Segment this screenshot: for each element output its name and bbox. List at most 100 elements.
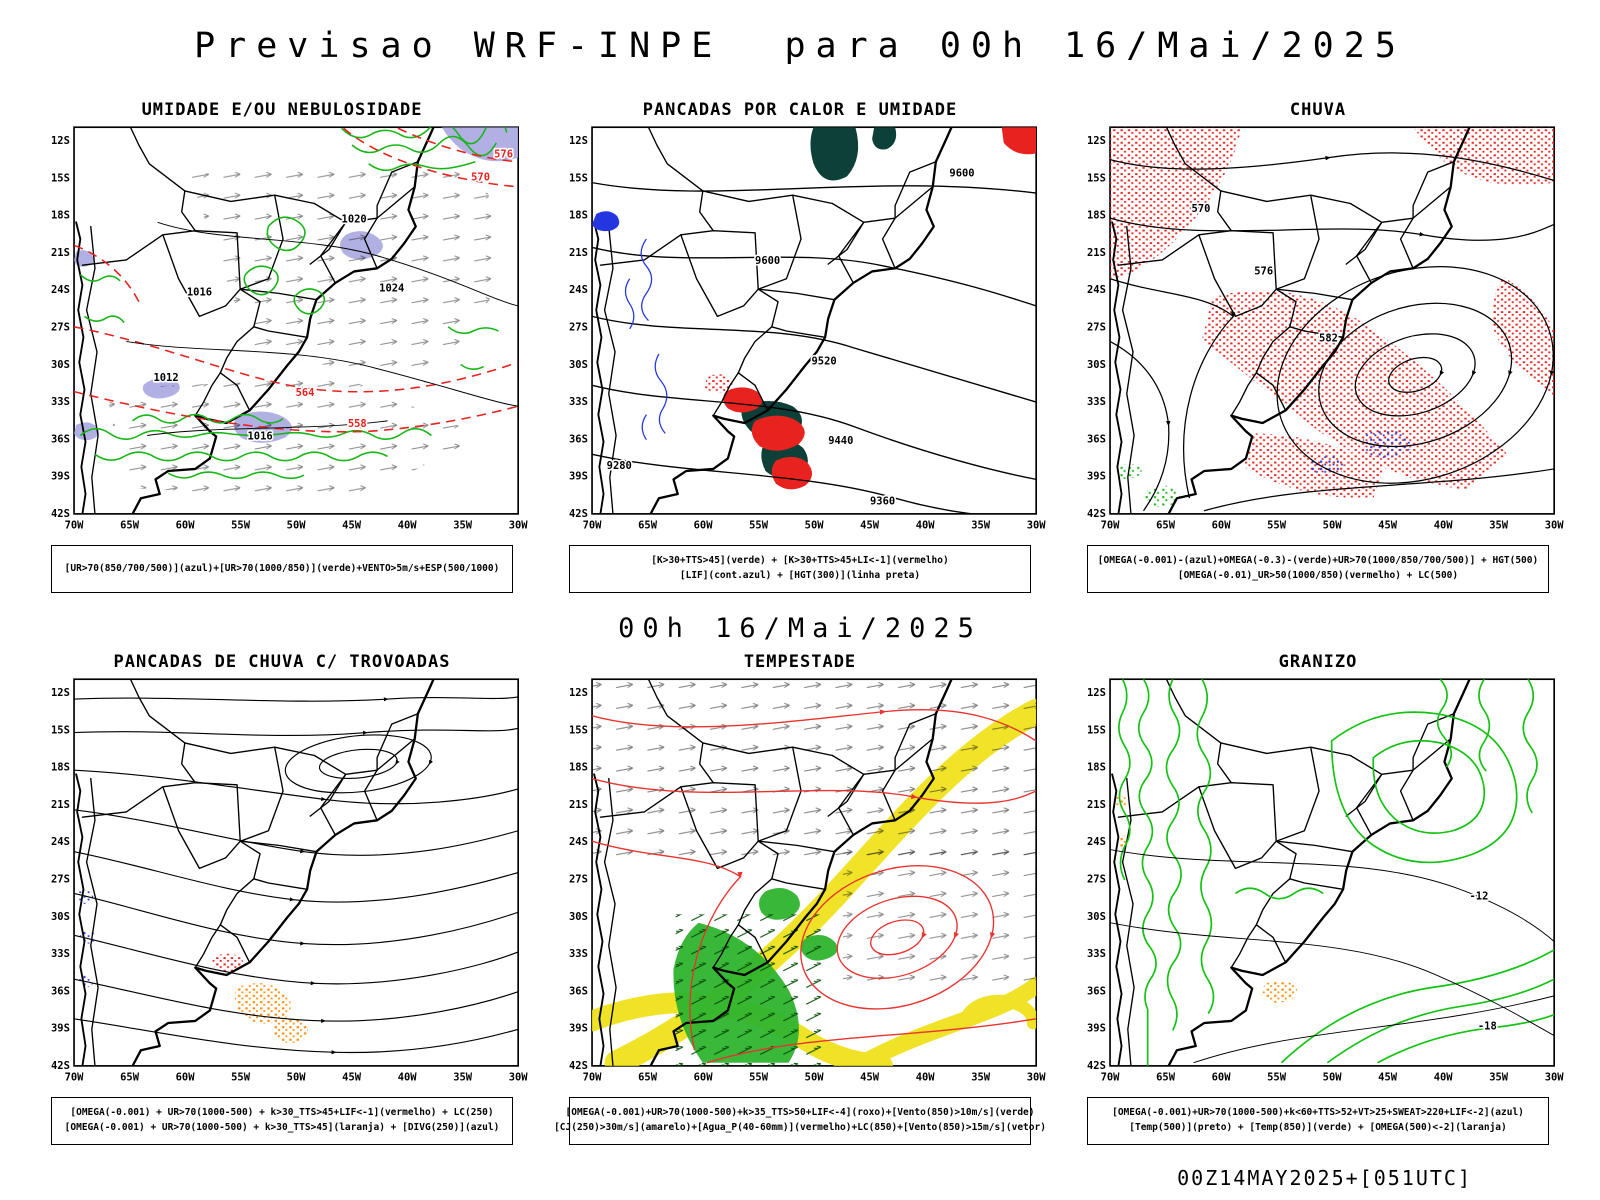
weather-map-pancadas-calor: 9600 9600 9520 9440 9360 9280 12S 15S 18S 2… [569,126,1047,532]
svg-text:70W: 70W [1101,520,1121,532]
svg-text:576: 576 [494,149,513,161]
svg-text:576: 576 [1254,266,1273,278]
svg-text:30S: 30S [569,359,588,371]
weather-map-trovoadas: 12S 15S 18S 21S 24S 27S 30S 33S 36S 39S 42S 70W 65W… [51,678,529,1084]
svg-text:35W: 35W [453,520,473,532]
hgt500-streamlines [1110,152,1555,512]
severe-areas-red [723,127,1037,490]
svg-text:60W: 60W [1212,520,1232,532]
lon-axis: 70W 65W 60W 55W 50W 45W 40W 35W 30W [583,520,1047,532]
svg-text:24S: 24S [1087,284,1106,296]
svg-text:12S: 12S [569,687,588,699]
svg-text:65W: 65W [120,1072,140,1084]
svg-text:18S: 18S [51,210,70,222]
svg-text:42S: 42S [569,1060,588,1072]
caption-line: [CJ(250)>30m/s](amarelo)+[Agua_P(40-60mm… [554,1122,1046,1133]
contour-labels: 570 576 582 [1190,201,1339,346]
lat-axis: 12S 15S 18S 21S 24S 27S 30S 33S 36S 39S 42S [569,687,588,1072]
panel-umidade: UMIDADE E/OU NEBULOSIDADE [26,100,538,593]
svg-text:21S: 21S [51,247,70,259]
weather-map-tempestade: 12S 15S 18S 21S 24S 27S 30S 33S 36S 39S 42S 70W 65W… [569,678,1046,1084]
svg-text:42S: 42S [51,1060,70,1072]
thickness-contours-red-dashed [74,127,519,433]
svg-text:30S: 30S [51,359,70,371]
svg-text:1020: 1020 [342,213,367,225]
panel-granizo: GRANIZO [1062,652,1574,1145]
svg-text:40W: 40W [398,1072,418,1084]
lon-axis: 70W 65W 60W 55W 50W 45W 40W 35W 30W [1101,520,1565,532]
svg-text:12S: 12S [51,687,70,699]
svg-text:9280: 9280 [607,460,632,472]
svg-text:1012: 1012 [153,372,178,384]
humidity-contours-green [79,127,508,480]
svg-text:45W: 45W [1378,520,1398,532]
svg-text:27S: 27S [569,321,588,333]
svg-text:15S: 15S [569,724,588,736]
svg-text:39S: 39S [1087,1023,1106,1035]
svg-text:27S: 27S [1087,321,1106,333]
hgt300-contours-black [592,181,1037,514]
lat-axis: 12S 15S 18S 21S 24S 27S 30S 33S 36S 39S 42S [1087,135,1106,520]
caption-line: [OMEGA(-0.001)+UR>70(1000-500)+k>35_TTS>… [565,1107,1035,1119]
caption-line: [OMEGA(-0.001)-(azul)+OMEGA(-0.3)-(verde… [1097,555,1539,567]
svg-text:60W: 60W [1212,1072,1232,1084]
panel-title: PANCADAS DE CHUVA C/ TROVOADAS [113,652,451,672]
svg-text:24S: 24S [1087,836,1106,848]
svg-text:12S: 12S [1087,135,1106,147]
panel-title: CHUVA [1289,100,1347,120]
caption-box-trovoadas: [OMEGA(-0.001) + UR>70(1000-500) + k>30_… [51,1097,513,1145]
svg-text:21S: 21S [1087,247,1106,259]
svg-text:582: 582 [1319,332,1338,344]
svg-text:21S: 21S [569,247,588,259]
svg-text:12S: 12S [1087,687,1106,699]
pressure-contours-black [126,221,519,436]
svg-text:18S: 18S [1087,210,1106,222]
svg-text:35W: 35W [971,1072,991,1084]
svg-text:27S: 27S [1087,873,1106,885]
svg-text:35W: 35W [1489,520,1509,532]
omega-speckles-blue [1310,429,1413,476]
svg-text:9600: 9600 [755,255,780,267]
svg-text:45W: 45W [342,520,362,532]
shower-speckles [77,889,309,1044]
svg-text:60W: 60W [694,1072,714,1084]
lat-axis: 12S 15S 18S 21S 24S 27S 30S 33S 36S 39S 42S [51,135,70,520]
svg-text:30W: 30W [509,520,529,532]
svg-text:33S: 33S [569,948,588,960]
svg-text:33S: 33S [51,948,70,960]
temp500-contours-black [1110,849,1555,1064]
svg-text:30W: 30W [1545,520,1565,532]
svg-text:15S: 15S [51,724,70,736]
lif-contours-blue [624,238,668,441]
svg-text:9440: 9440 [828,435,853,447]
caption-line: [UR>70(850/700/500)](azul)+[UR>70(1000/8… [64,562,500,574]
svg-text:40W: 40W [1434,1072,1454,1084]
svg-text:55W: 55W [1267,1072,1287,1084]
svg-text:24S: 24S [51,836,70,848]
svg-text:24S: 24S [51,284,70,296]
svg-text:27S: 27S [51,873,70,885]
svg-text:65W: 65W [1156,1072,1176,1084]
svg-text:39S: 39S [51,471,70,483]
wind-vectors-right [842,851,1037,988]
svg-text:30W: 30W [1027,520,1047,532]
panel-trovoadas: PANCADAS DE CHUVA C/ TROVOADAS [26,652,538,1145]
svg-text:55W: 55W [1267,520,1287,532]
svg-text:18S: 18S [1087,762,1106,774]
svg-text:55W: 55W [749,520,769,532]
svg-text:70W: 70W [583,520,603,532]
panel-title: UMIDADE E/OU NEBULOSIDADE [141,100,423,120]
svg-text:24S: 24S [569,284,588,296]
svg-text:40W: 40W [1434,520,1454,532]
svg-text:30S: 30S [569,911,588,923]
rain-speckles-red [1110,127,1555,499]
svg-text:564: 564 [296,387,315,399]
svg-text:1016: 1016 [248,431,273,443]
panel-chuva: CHUVA [1062,100,1574,593]
svg-text:42S: 42S [1087,508,1106,520]
svg-text:21S: 21S [51,799,70,811]
lon-axis: 70W 65W 60W 55W 50W 45W 40W 35W 30W [65,1072,529,1084]
svg-text:35W: 35W [453,1072,473,1084]
lat-axis: 12S 15S 18S 21S 24S 27S 30S 33S 36S 39S 42S [569,135,588,520]
svg-text:12S: 12S [51,135,70,147]
